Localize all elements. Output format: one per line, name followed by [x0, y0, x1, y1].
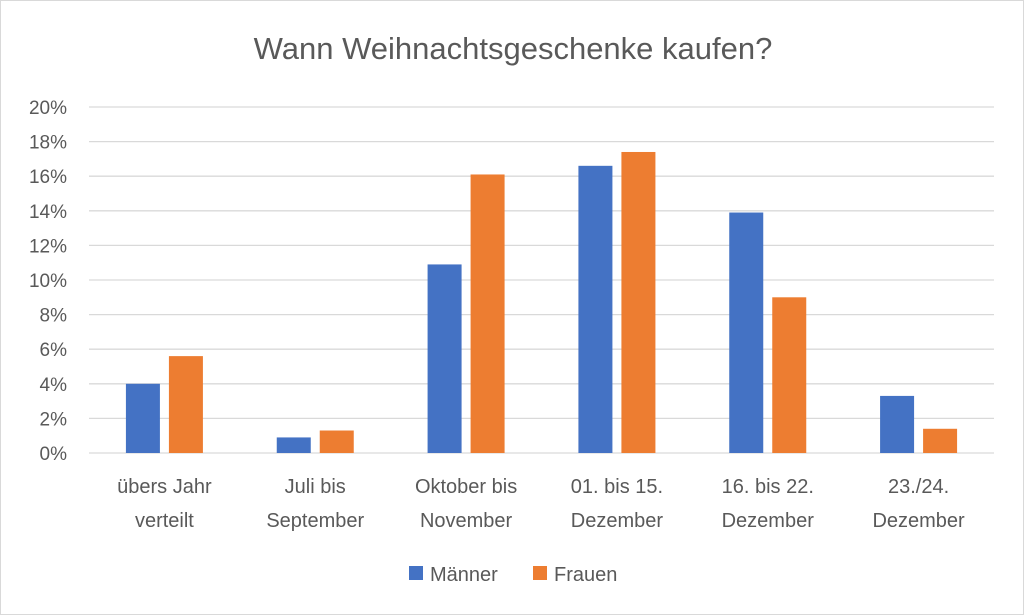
- y-tick-label: 16%: [29, 167, 67, 188]
- legend-label: Frauen: [554, 564, 617, 586]
- bar: [276, 437, 311, 453]
- bar: [470, 174, 505, 453]
- x-category-label: 23./24.: [888, 476, 949, 498]
- bar: [729, 212, 764, 453]
- bar: [923, 428, 958, 453]
- x-category-label: 01. bis 15.: [571, 476, 663, 498]
- x-category-label: September: [266, 510, 364, 532]
- bar: [168, 356, 203, 453]
- x-category-label: Juli bis: [285, 476, 346, 498]
- x-axis-categories: übers Jahr verteilt Juli bis September Oktob…: [117, 476, 965, 532]
- bar: [319, 430, 354, 453]
- bars: [125, 151, 958, 454]
- x-category-label: 16. bis 22.: [722, 476, 814, 498]
- x-category-label: Dezember: [571, 510, 664, 532]
- y-tick-label: 8%: [40, 306, 68, 327]
- gridlines: [89, 106, 994, 454]
- y-tick-label: 12%: [29, 236, 67, 257]
- legend-label: Männer: [430, 564, 498, 586]
- y-tick-label: 0%: [40, 444, 68, 465]
- legend-swatch: [409, 566, 423, 580]
- chart-title: Wann Weihnachtsgeschenke kaufen?: [254, 31, 773, 66]
- bar: [427, 264, 462, 453]
- bar: [772, 297, 807, 453]
- bar: [880, 395, 915, 453]
- y-tick-label: 20%: [29, 98, 67, 119]
- x-category-label: verteilt: [135, 510, 194, 532]
- y-tick-label: 14%: [29, 202, 67, 223]
- x-category-label: November: [420, 510, 513, 532]
- y-tick-label: 4%: [40, 375, 68, 396]
- bar: [621, 151, 656, 454]
- x-category-label: Oktober bis: [415, 476, 517, 498]
- y-tick-label: 2%: [40, 409, 68, 430]
- y-axis-ticks: 0% 2% 4% 6% 8% 10% 12% 14% 16% 18% 20%: [29, 98, 67, 465]
- y-tick-label: 6%: [40, 340, 68, 361]
- y-tick-label: 18%: [29, 133, 67, 154]
- x-category-label: übers Jahr: [117, 476, 212, 498]
- y-tick-label: 10%: [29, 271, 67, 292]
- bar: [125, 383, 160, 453]
- legend-swatch: [533, 566, 547, 580]
- bar: [578, 165, 613, 453]
- legend: Männer Frauen: [409, 564, 617, 586]
- x-category-label: Dezember: [872, 510, 965, 532]
- x-category-label: Dezember: [722, 510, 815, 532]
